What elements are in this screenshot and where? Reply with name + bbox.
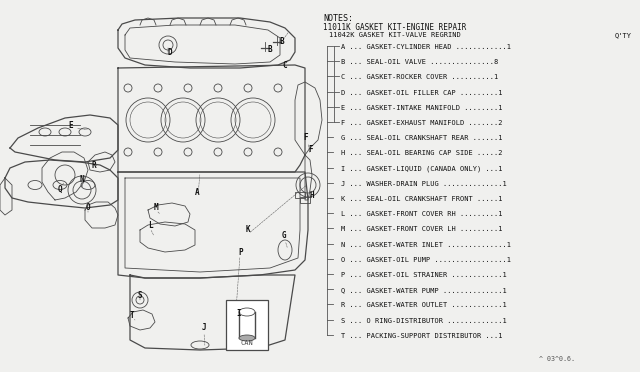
Text: L ... GASKET-FRONT COVER RH .........1: L ... GASKET-FRONT COVER RH .........1 (341, 211, 502, 217)
Text: L: L (148, 221, 152, 230)
Text: K: K (246, 225, 251, 234)
Ellipse shape (239, 335, 255, 341)
Text: E ... GASKET-INTAKE MANIFOLD ........1: E ... GASKET-INTAKE MANIFOLD ........1 (341, 105, 502, 111)
Text: K ... SEAL-OIL CRANKSHAFT FRONT .....1: K ... SEAL-OIL CRANKSHAFT FRONT .....1 (341, 196, 502, 202)
Text: B ... SEAL-OIL VALVE ...............8: B ... SEAL-OIL VALVE ...............8 (341, 59, 499, 65)
Text: T ... PACKING-SUPPORT DISTRIBUTOR ...1: T ... PACKING-SUPPORT DISTRIBUTOR ...1 (341, 333, 502, 339)
Text: O ... GASKET-OIL PUMP .................1: O ... GASKET-OIL PUMP .................1 (341, 257, 511, 263)
Text: NOTES:: NOTES: (323, 14, 353, 23)
Text: D: D (168, 48, 173, 57)
Text: B: B (268, 45, 273, 54)
Text: G: G (282, 231, 287, 240)
Text: Q ... GASKET-WATER PUMP ..............1: Q ... GASKET-WATER PUMP ..............1 (341, 287, 507, 293)
Text: C: C (282, 61, 287, 70)
Text: F: F (303, 133, 308, 142)
Text: M ... GASKET-FRONT COVER LH .........1: M ... GASKET-FRONT COVER LH .........1 (341, 227, 502, 232)
Text: F ... GASKET-EXHAUST MANIFOLD .......2: F ... GASKET-EXHAUST MANIFOLD .......2 (341, 120, 502, 126)
Text: CAN: CAN (241, 340, 253, 346)
Text: N: N (80, 175, 84, 184)
Text: H ... SEAL-OIL BEARING CAP SIDE .....2: H ... SEAL-OIL BEARING CAP SIDE .....2 (341, 150, 502, 156)
Text: T: T (130, 311, 134, 320)
Text: A ... GASKET-CYLINDER HEAD ............1: A ... GASKET-CYLINDER HEAD ............1 (341, 44, 511, 50)
Text: J ... WASHER-DRAIN PLUG ..............1: J ... WASHER-DRAIN PLUG ..............1 (341, 181, 507, 187)
Text: N ... GASKET-WATER INLET ..............1: N ... GASKET-WATER INLET ..............1 (341, 241, 511, 248)
Text: A: A (195, 188, 200, 197)
Text: G ... SEAL-OIL CRANKSHAFT REAR ......1: G ... SEAL-OIL CRANKSHAFT REAR ......1 (341, 135, 502, 141)
Text: 11011K GASKET KIT-ENGINE REPAIR: 11011K GASKET KIT-ENGINE REPAIR (323, 23, 467, 32)
Text: R: R (92, 161, 97, 170)
Text: R ... GASKET-WATER OUTLET ............1: R ... GASKET-WATER OUTLET ............1 (341, 302, 507, 308)
Text: B: B (280, 37, 285, 46)
Text: S: S (138, 291, 143, 300)
Bar (226, 300, 268, 350)
Text: Q'TY: Q'TY (615, 32, 632, 38)
Bar (300, 197, 310, 203)
Text: J: J (202, 323, 207, 332)
Bar (295, 192, 305, 198)
Text: I ... GASKET-LIQUID (CANADA ONLY) ...1: I ... GASKET-LIQUID (CANADA ONLY) ...1 (341, 165, 502, 172)
Text: C ... GASKET-ROCKER COVER ..........1: C ... GASKET-ROCKER COVER ..........1 (341, 74, 499, 80)
Text: E: E (68, 121, 72, 130)
Text: M: M (154, 203, 159, 212)
Text: Q: Q (58, 185, 63, 194)
Text: F: F (308, 145, 312, 154)
Text: P: P (238, 248, 243, 257)
Text: ^ 03^0.6.: ^ 03^0.6. (539, 356, 575, 362)
Text: O: O (86, 203, 91, 212)
Text: H: H (310, 191, 315, 200)
Text: D ... GASKET-OIL FILLER CAP .........1: D ... GASKET-OIL FILLER CAP .........1 (341, 90, 502, 96)
Text: S ... O RING-DISTRIBUTOR .............1: S ... O RING-DISTRIBUTOR .............1 (341, 318, 507, 324)
Text: P ... GASKET-OIL STRAINER ............1: P ... GASKET-OIL STRAINER ............1 (341, 272, 507, 278)
Text: 11042K GASKET KIT-VALVE REGRIND: 11042K GASKET KIT-VALVE REGRIND (329, 32, 461, 38)
Text: I: I (236, 309, 241, 318)
